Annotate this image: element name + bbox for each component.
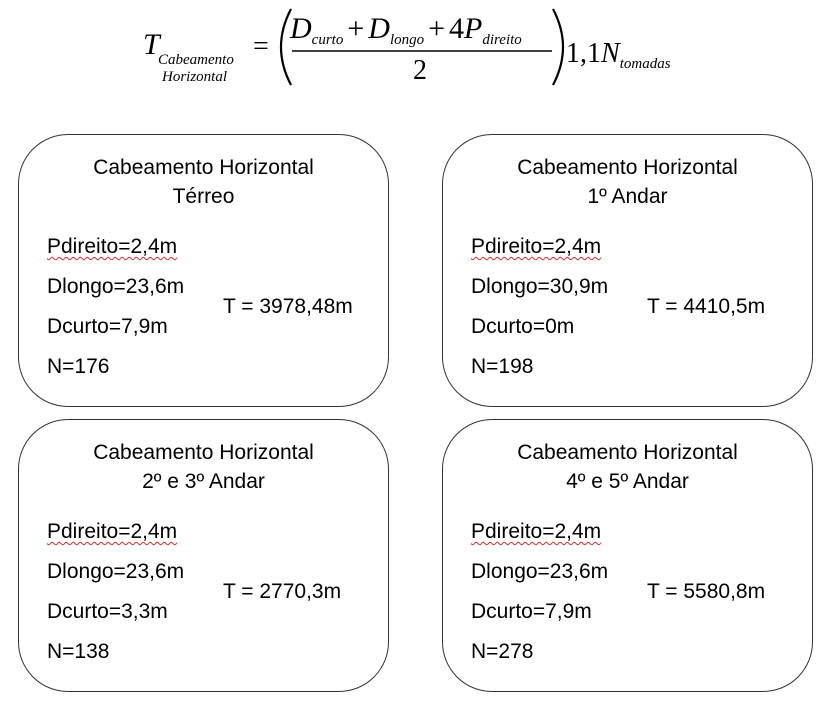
card-terreo: Cabeamento Horizontal Térreo Pdireito=2,… bbox=[18, 134, 389, 407]
dcurto-value: Dcurto=0m bbox=[471, 315, 575, 338]
formula-p-direito: P bbox=[464, 12, 483, 45]
formula-plus-sign-2: + bbox=[428, 12, 446, 45]
n-value: N=138 bbox=[47, 640, 110, 663]
card-4-5-andar: Cabeamento Horizontal 4º e 5º Andar Pdir… bbox=[442, 419, 813, 692]
card-title: Cabeamento Horizontal Térreo bbox=[19, 153, 388, 211]
dcurto-value: Dcurto=7,9m bbox=[47, 315, 168, 338]
card-1-andar: Cabeamento Horizontal 1º Andar Pdireito=… bbox=[442, 134, 813, 407]
formula-lhs-subscript-line1: Cabeamento bbox=[158, 52, 234, 68]
card-title-line1: Cabeamento Horizontal bbox=[517, 441, 738, 464]
card-title-line2: 4º e 5º Andar bbox=[566, 470, 689, 493]
card-title-line1: Cabeamento Horizontal bbox=[93, 156, 314, 179]
dlongo-value: Dlongo=23,6m bbox=[471, 560, 609, 583]
total-length-result: T = 5580,8m bbox=[647, 580, 766, 603]
dlongo-value: Dlongo=23,6m bbox=[47, 560, 185, 583]
formula-equals-sign: = bbox=[253, 31, 269, 62]
formula-numerator: Dcurto + Dlongo +4Pdireito bbox=[290, 12, 522, 57]
dlongo-value: Dlongo=23,6m bbox=[47, 275, 185, 298]
dcurto-value: Dcurto=3,3m bbox=[47, 600, 168, 623]
n-value: N=176 bbox=[47, 355, 110, 378]
formula-n-symbol: N bbox=[601, 38, 620, 69]
n-value: N=278 bbox=[471, 640, 534, 663]
pdireito-value: Pdireito=2,4m bbox=[471, 235, 602, 258]
pdireito-value: Pdireito=2,4m bbox=[47, 235, 178, 258]
total-length-result: T = 3978,48m bbox=[223, 295, 353, 318]
formula-lhs-symbol: T bbox=[143, 28, 160, 61]
card-title-line1: Cabeamento Horizontal bbox=[93, 441, 314, 464]
card-title: Cabeamento Horizontal 4º e 5º Andar bbox=[443, 438, 812, 496]
pdireito-value: Pdireito=2,4m bbox=[471, 520, 602, 543]
formula-lhs-subscript-line2: Horizontal bbox=[162, 69, 228, 85]
formula-d-curto: D bbox=[290, 12, 312, 45]
formula-parentheses-and-fraction-bar bbox=[279, 8, 565, 86]
total-length-result: T = 2770,3m bbox=[223, 580, 342, 603]
card-title-line1: Cabeamento Horizontal bbox=[517, 156, 738, 179]
pdireito-value: Pdireito=2,4m bbox=[47, 520, 178, 543]
cable-length-formula: T Cabeamento Horizontal = Dcurto + Dlongo +… bbox=[0, 0, 827, 100]
formula-denominator: 2 bbox=[413, 55, 427, 86]
n-value: N=198 bbox=[471, 355, 534, 378]
formula-n-subscript: tomadas bbox=[619, 56, 671, 72]
total-length-result: T = 4410,5m bbox=[647, 295, 766, 318]
card-title-line2: 2º e 3º Andar bbox=[142, 470, 265, 493]
formula-d-longo: D bbox=[368, 12, 390, 45]
dcurto-value: Dcurto=7,9m bbox=[471, 600, 592, 623]
formula-multiplier: 1,1Ntomadas bbox=[566, 38, 671, 80]
card-title-line2: Térreo bbox=[172, 185, 235, 208]
formula-factor: 1,1 bbox=[566, 38, 601, 69]
dlongo-value: Dlongo=30,9m bbox=[471, 275, 609, 298]
card-title: Cabeamento Horizontal 2º e 3º Andar bbox=[19, 438, 388, 496]
formula-plus-sign: + bbox=[347, 12, 365, 45]
formula-d-longo-subscript: longo bbox=[389, 32, 425, 48]
card-title: Cabeamento Horizontal 1º Andar bbox=[443, 153, 812, 211]
formula-d-curto-subscript: curto bbox=[311, 32, 344, 48]
card-2-3-andar: Cabeamento Horizontal 2º e 3º Andar Pdir… bbox=[18, 419, 389, 692]
formula-p-direito-subscript: direito bbox=[482, 32, 522, 48]
formula-coefficient: 4 bbox=[449, 12, 465, 45]
card-title-line2: 1º Andar bbox=[587, 185, 668, 208]
